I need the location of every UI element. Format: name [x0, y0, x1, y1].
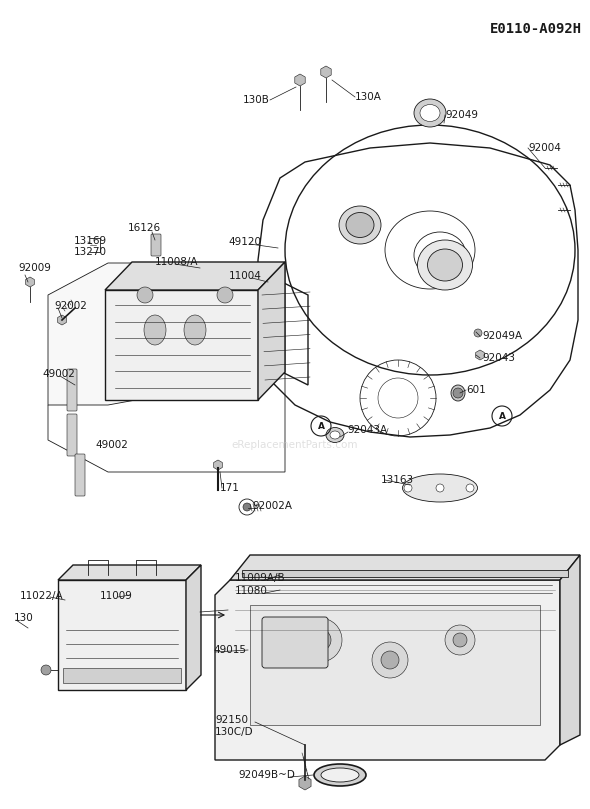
Circle shape	[453, 633, 467, 647]
FancyBboxPatch shape	[151, 234, 161, 256]
Text: 49120: 49120	[228, 237, 261, 247]
Circle shape	[404, 484, 412, 492]
Polygon shape	[215, 580, 560, 760]
Circle shape	[466, 484, 474, 492]
FancyBboxPatch shape	[67, 369, 77, 411]
Text: 92049A: 92049A	[482, 331, 522, 341]
Text: 11022/A: 11022/A	[20, 591, 64, 601]
FancyBboxPatch shape	[63, 667, 181, 684]
Circle shape	[41, 665, 51, 675]
Circle shape	[298, 618, 342, 662]
Ellipse shape	[339, 206, 381, 244]
Text: 11080: 11080	[235, 586, 268, 596]
Ellipse shape	[346, 213, 374, 238]
FancyBboxPatch shape	[262, 617, 328, 668]
Circle shape	[474, 329, 482, 337]
Polygon shape	[242, 570, 568, 577]
Text: 92009: 92009	[18, 263, 51, 273]
Circle shape	[436, 484, 444, 492]
Ellipse shape	[420, 104, 440, 121]
Polygon shape	[105, 290, 258, 400]
Ellipse shape	[402, 474, 477, 502]
Text: 49015: 49015	[213, 645, 246, 655]
Text: 13163: 13163	[381, 475, 414, 485]
Ellipse shape	[314, 764, 366, 786]
FancyBboxPatch shape	[58, 580, 186, 690]
Circle shape	[217, 287, 233, 303]
Text: 13169: 13169	[74, 236, 107, 246]
Ellipse shape	[418, 240, 473, 290]
Polygon shape	[48, 263, 285, 405]
Text: 11009: 11009	[100, 591, 133, 601]
Ellipse shape	[184, 315, 206, 345]
Polygon shape	[258, 262, 285, 400]
Circle shape	[243, 503, 251, 511]
Text: 49002: 49002	[42, 369, 75, 379]
Text: 11004: 11004	[229, 271, 262, 281]
Polygon shape	[230, 555, 580, 580]
Text: 16126: 16126	[128, 223, 161, 233]
Text: 92002A: 92002A	[252, 501, 292, 511]
Text: E0110-A092H: E0110-A092H	[490, 22, 582, 36]
Polygon shape	[560, 555, 580, 745]
Ellipse shape	[321, 768, 359, 782]
Circle shape	[453, 388, 463, 398]
Ellipse shape	[144, 315, 166, 345]
Text: 11008/A: 11008/A	[155, 257, 198, 267]
Circle shape	[309, 629, 331, 651]
Text: 130C/D: 130C/D	[215, 727, 254, 737]
Text: 92150: 92150	[215, 715, 248, 725]
Circle shape	[381, 651, 399, 669]
Text: 11009A/B: 11009A/B	[235, 573, 286, 583]
Ellipse shape	[428, 249, 463, 281]
Polygon shape	[250, 605, 540, 725]
FancyBboxPatch shape	[67, 414, 77, 456]
Ellipse shape	[326, 427, 344, 443]
Polygon shape	[105, 262, 285, 290]
Text: 92004: 92004	[528, 143, 561, 153]
Text: eReplacementParts.com: eReplacementParts.com	[232, 440, 358, 450]
FancyBboxPatch shape	[75, 454, 85, 496]
Text: 13270: 13270	[74, 247, 107, 257]
Text: 49002: 49002	[95, 440, 128, 450]
Text: 92043A: 92043A	[347, 425, 387, 435]
Text: 92002: 92002	[54, 301, 87, 311]
Text: 171: 171	[220, 483, 240, 493]
Text: 92049: 92049	[445, 110, 478, 120]
Text: 130A: 130A	[355, 92, 382, 102]
Polygon shape	[186, 565, 201, 690]
Text: A: A	[499, 412, 506, 421]
Text: 130B: 130B	[243, 95, 270, 105]
Circle shape	[445, 625, 475, 655]
Circle shape	[137, 287, 153, 303]
Text: 130: 130	[14, 613, 34, 623]
Ellipse shape	[451, 385, 465, 401]
Text: 92049B~D: 92049B~D	[238, 770, 295, 780]
Text: 601: 601	[466, 385, 486, 395]
Ellipse shape	[330, 431, 340, 439]
Text: 92043: 92043	[482, 353, 515, 363]
Ellipse shape	[414, 99, 446, 127]
Circle shape	[372, 642, 408, 678]
Polygon shape	[58, 565, 201, 580]
Text: A: A	[317, 421, 324, 430]
